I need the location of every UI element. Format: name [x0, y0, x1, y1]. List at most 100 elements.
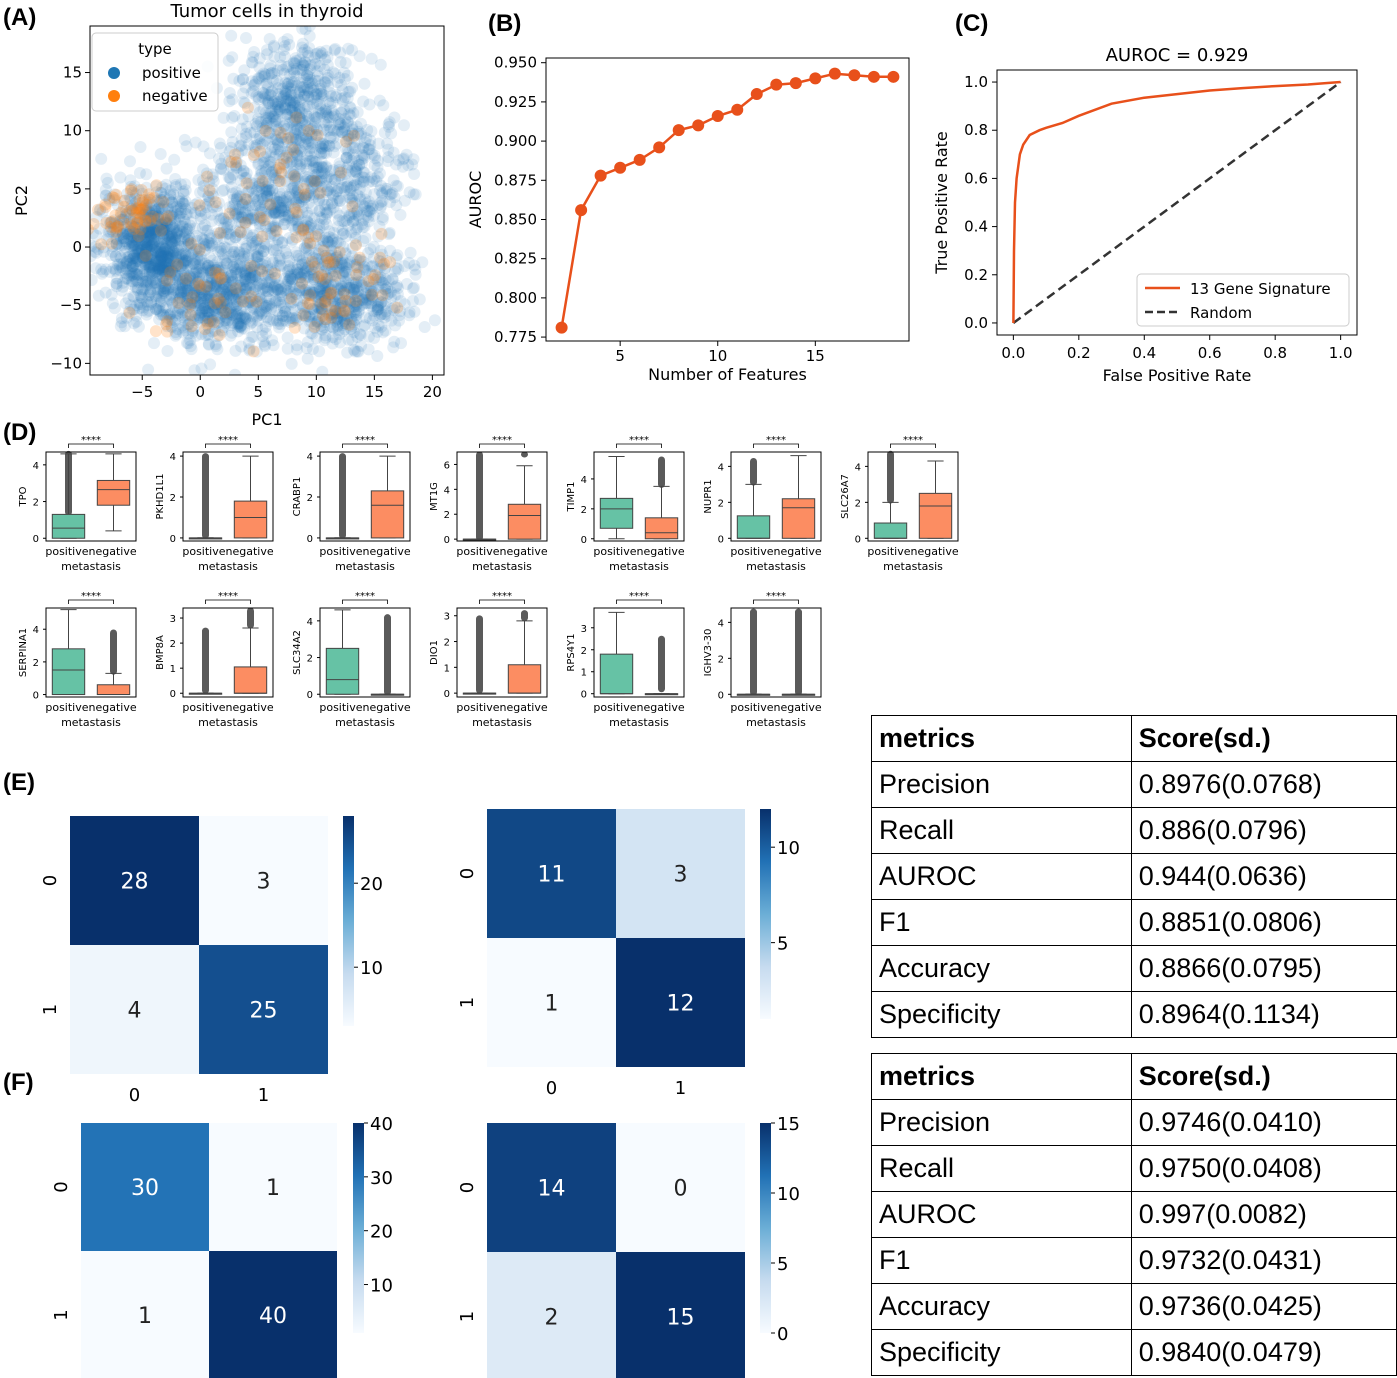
scatter-point-positive	[172, 257, 185, 270]
scatter-point-positive	[171, 269, 184, 282]
metric-name: Specificity	[871, 1329, 1132, 1376]
scatter-point-positive	[165, 209, 178, 222]
scatter-point-positive	[338, 103, 351, 116]
scatter-point-positive	[163, 265, 176, 278]
scatter-point-positive	[146, 274, 159, 287]
scatter-point-positive	[140, 308, 153, 321]
scatter-point-positive	[225, 126, 238, 139]
scatter-point-positive	[158, 191, 171, 203]
y-tick-label: 0	[170, 534, 176, 545]
x-tick-label: 1	[258, 1085, 269, 1106]
scatter-point-positive	[306, 141, 319, 154]
scatter-point-positive	[172, 304, 184, 317]
scatter-point-positive	[133, 213, 146, 226]
scatter-point-negative	[161, 325, 174, 338]
scatter-point-negative	[180, 272, 192, 285]
scatter-point-positive	[156, 261, 169, 274]
scatter-point-positive	[169, 234, 182, 247]
scatter-point-positive	[178, 240, 191, 253]
scatter-point-negative	[245, 290, 258, 303]
scatter-point-positive	[285, 88, 298, 101]
scatter-point-positive	[189, 265, 202, 278]
scatter-point-positive	[161, 253, 174, 266]
scatter-point-positive	[139, 235, 152, 248]
scatter-point-positive	[133, 225, 146, 238]
scatter-point-positive	[147, 232, 160, 245]
scatter-point-negative	[213, 329, 226, 341]
scatter-point-positive	[193, 254, 206, 267]
scatter-point-positive	[163, 243, 176, 256]
scatter-point-positive	[124, 193, 137, 206]
scatter-point-positive	[161, 257, 174, 270]
scatter-point-positive	[158, 223, 170, 236]
scatter-point-positive	[161, 202, 174, 215]
scatter-point-positive	[120, 238, 133, 250]
scatter-point-positive	[148, 337, 160, 350]
box	[507, 664, 542, 694]
scatter-point-positive	[164, 237, 177, 250]
scatter-point-positive	[193, 311, 206, 324]
scatter-point-positive	[195, 289, 208, 302]
box	[873, 522, 908, 539]
scatter-point-positive	[147, 236, 160, 249]
significance-label: ****	[629, 435, 649, 446]
y-tick-label: 5	[72, 180, 82, 198]
scatter-point-positive	[120, 263, 133, 276]
scatter-point-negative	[302, 124, 315, 137]
scatter-point-positive	[137, 210, 150, 222]
legend-entry: 13 Gene Signature	[1190, 280, 1331, 298]
scatter-point-positive	[160, 242, 172, 255]
outlier-points	[110, 629, 117, 675]
gene-label: RPS4Y1	[566, 633, 577, 671]
colorbar-tick-label: 10	[777, 838, 800, 859]
scatter-point-positive	[246, 56, 259, 69]
scatter-point-positive	[141, 241, 154, 253]
scatter-point-positive	[152, 262, 164, 275]
scatter-point-positive	[136, 238, 149, 251]
chart-title: Tumor cells in thyroid	[169, 1, 363, 22]
scatter-point-negative	[329, 269, 342, 282]
scatter-point-positive	[332, 324, 345, 337]
y-tick-label: 0	[307, 534, 313, 545]
scatter-point-positive	[90, 245, 101, 258]
table-row: Specificity 0.9840(0.0479)	[871, 1329, 1397, 1376]
scatter-point-positive	[140, 241, 153, 254]
y-tick-label: 1	[457, 1311, 478, 1322]
scatter-point-positive	[156, 224, 169, 237]
scatter-point-positive	[93, 204, 106, 217]
scatter-point-positive	[265, 273, 278, 286]
scatter-point-positive	[132, 230, 145, 243]
scatter-point-positive	[157, 227, 170, 240]
scatter-point-positive	[168, 278, 181, 291]
scatter-point-positive	[148, 266, 161, 279]
scatter-point-positive	[166, 244, 179, 257]
scatter-point-positive	[159, 243, 172, 255]
scatter-point-positive	[218, 285, 231, 298]
scatter-point-positive	[111, 272, 124, 285]
table-row: Recall 0.886(0.0796)	[871, 807, 1397, 854]
scatter-point-negative	[219, 306, 232, 319]
scatter-point-positive	[148, 213, 161, 226]
scatter-point-positive	[202, 239, 215, 252]
scatter-point-positive	[157, 272, 170, 285]
cell-value: 1	[545, 992, 559, 1017]
scatter-point-positive	[362, 343, 375, 356]
scatter-point-negative	[207, 316, 220, 329]
scatter-point-positive	[164, 268, 177, 281]
scatter-point-positive	[391, 288, 404, 301]
scatter-point-positive	[143, 220, 156, 233]
scatter-point-positive	[137, 262, 150, 275]
scatter-point-positive	[143, 289, 156, 301]
scatter-point-positive	[133, 199, 146, 212]
scatter-point-positive	[139, 202, 152, 215]
scatter-point-positive	[175, 288, 187, 301]
scatter-point-positive	[262, 285, 275, 298]
scatter-point-positive	[327, 131, 340, 144]
cell-value: 25	[250, 999, 278, 1024]
scatter-point-positive	[117, 214, 130, 226]
x-axis-label: PC1	[252, 410, 283, 429]
panel-letter: (B)	[488, 10, 521, 37]
scatter-point-positive	[188, 222, 201, 235]
